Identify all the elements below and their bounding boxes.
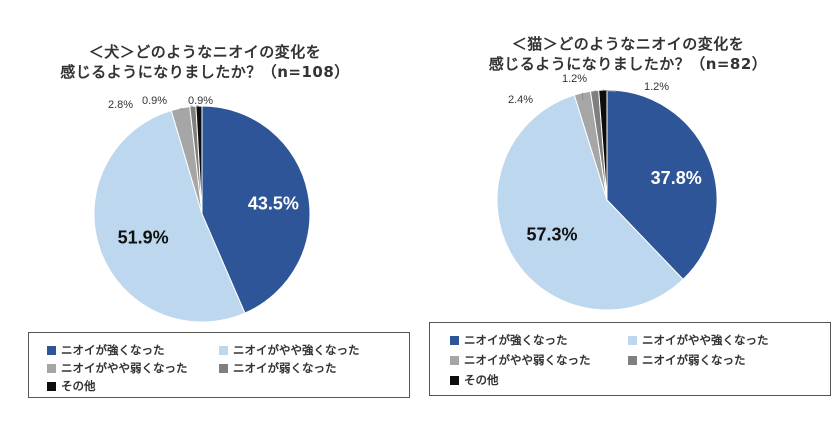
legend-label: ニオイが弱くなった xyxy=(642,353,746,367)
pie-slice-2 xyxy=(496,94,684,311)
dog-chart-title: ＜犬＞どのようなニオイの変化を 感じるようになりましたか？（n=108） xyxy=(40,42,370,82)
legend-swatch xyxy=(47,363,56,373)
pie-slice-5 xyxy=(195,105,203,215)
data-label-2: 57.3% xyxy=(527,224,578,244)
legend-item-2: ニオイがやや強くなった xyxy=(628,332,769,348)
cat-chart-legend: ニオイが強くなった ニオイがやや強くなったニオイがやや弱くなった ニオイが弱くなった… xyxy=(429,322,831,396)
data-label-3: 2.8% xyxy=(108,99,133,111)
data-label-4: 1.2% xyxy=(562,73,587,85)
data-label-4: 0.9% xyxy=(142,95,167,107)
legend-item-1: ニオイが強くなった xyxy=(450,332,568,348)
pie-slice-2 xyxy=(93,109,246,323)
legend-label: ニオイが強くなった xyxy=(61,343,165,357)
legend-item-4: ニオイが弱くなった xyxy=(219,360,337,376)
leader-line-4 xyxy=(594,90,599,93)
dog-chart-title-line-2: 感じるようになりましたか？（n=108） xyxy=(60,63,350,81)
dog-pie-chart: 43.5% 51.9% 2.8% 0.9% 0.9% xyxy=(93,95,311,323)
cat-chart-title-line-1: ＜猫＞どのようなニオイの変化を xyxy=(511,35,745,53)
leader-line-3 xyxy=(180,107,184,111)
legend-swatch xyxy=(47,345,56,355)
legend-item-1: ニオイが強くなった xyxy=(47,342,165,358)
leader-line-5 xyxy=(602,89,617,93)
data-label-1: 37.8% xyxy=(651,168,702,188)
data-label-5: 0.9% xyxy=(188,95,213,107)
cat-pie-chart: 37.8% 57.3% 2.4% 1.2% 1.2% xyxy=(496,73,718,311)
legend-swatch xyxy=(47,381,56,391)
legend-label: その他 xyxy=(464,373,499,387)
dog-chart-legend: ニオイが強くなった ニオイがやや強くなったニオイがやや弱くなった ニオイが弱くなった… xyxy=(28,332,410,398)
legend-label: ニオイがやや強くなった xyxy=(642,333,769,347)
legend-label: ニオイが強くなった xyxy=(464,333,568,347)
leader-line-3 xyxy=(581,92,584,101)
legend-swatch xyxy=(450,335,459,345)
pie-slice-1 xyxy=(201,105,311,314)
legend-label: ニオイが弱くなった xyxy=(233,361,337,375)
dog-chart-panel: ＜犬＞どのようなニオイの変化を 感じるようになりましたか？（n=108） 43.… xyxy=(0,0,418,426)
legend-item-3: ニオイがやや弱くなった xyxy=(47,360,188,376)
legend-swatch xyxy=(219,345,228,355)
pie-slice-1 xyxy=(606,89,718,281)
data-label-3: 2.4% xyxy=(508,94,533,106)
legend-label: ニオイがやや弱くなった xyxy=(61,361,188,375)
legend-swatch xyxy=(628,355,637,365)
legend-swatch xyxy=(450,375,459,385)
legend-item-5: その他 xyxy=(47,378,96,394)
legend-label: その他 xyxy=(61,379,96,393)
cat-chart-title: ＜猫＞どのようなニオイの変化を 感じるようになりましたか？（n=82） xyxy=(458,34,798,74)
legend-item-3: ニオイがやや弱くなった xyxy=(450,352,591,368)
data-label-2: 51.9% xyxy=(118,227,169,247)
legend-label: ニオイがやや強くなった xyxy=(233,343,360,357)
dog-chart-title-line-1: ＜犬＞どのようなニオイの変化を xyxy=(88,43,322,61)
cat-chart-panel: ＜猫＞どのようなニオイの変化を 感じるようになりましたか？（n=82） 37.8… xyxy=(418,0,836,426)
legend-item-2: ニオイがやや強くなった xyxy=(219,342,360,358)
cat-chart-title-line-2: 感じるようになりましたか？（n=82） xyxy=(488,55,768,73)
legend-label: ニオイがやや弱くなった xyxy=(464,353,591,367)
legend-swatch xyxy=(219,363,228,373)
legend-item-5: その他 xyxy=(450,372,499,388)
legend-item-4: ニオイが弱くなった xyxy=(628,352,746,368)
legend-swatch xyxy=(450,355,459,365)
data-label-1: 43.5% xyxy=(248,193,299,213)
legend-swatch xyxy=(628,335,637,345)
data-label-5: 1.2% xyxy=(644,81,669,93)
